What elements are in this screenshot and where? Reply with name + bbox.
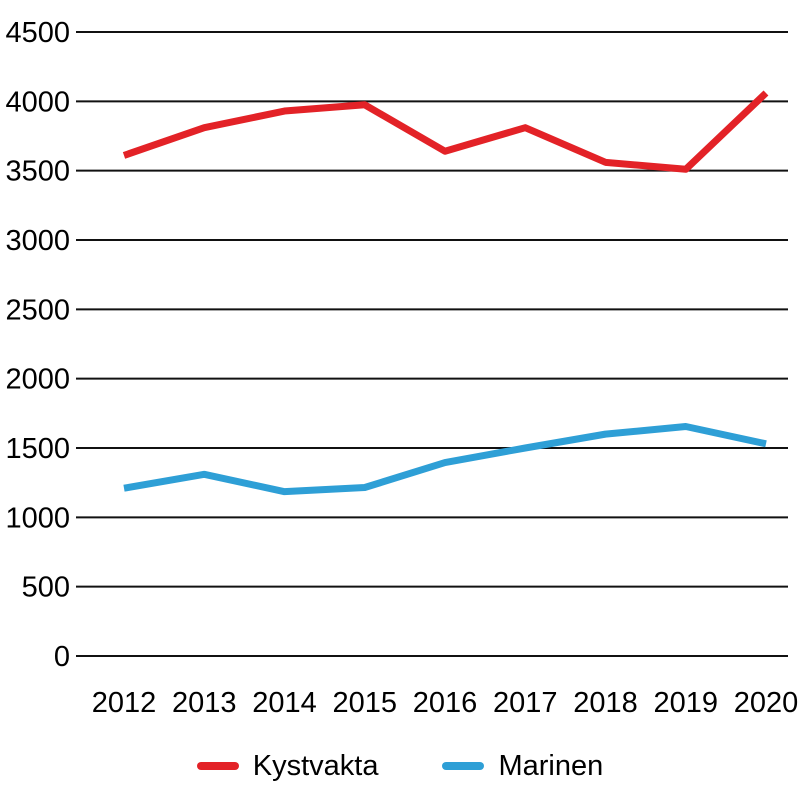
x-axis-tick-label: 2012 — [92, 687, 157, 719]
kystvakta-line-swatch — [196, 762, 239, 770]
y-axis-tick-label: 0 — [54, 641, 70, 673]
x-axis-tick-label: 2020 — [734, 687, 799, 719]
chart-canvas: 0 500 1000 1500 2000 2500 3000 3500 4000 4500 2012… — [5, 17, 799, 719]
series-line-marinen — [123, 423, 767, 496]
y-axis-tick-label: 2000 — [5, 364, 70, 396]
x-axis-tick-label: 2014 — [252, 687, 317, 719]
marinen-line-swatch — [442, 762, 485, 770]
x-axis-tick-label: 2015 — [332, 687, 397, 719]
series-line-kystvakta — [122, 90, 769, 173]
legend-item-marinen: Marinen — [442, 749, 604, 782]
x-axis-tick-label: 2017 — [493, 687, 558, 719]
x-axis-tick-label: 2013 — [172, 687, 237, 719]
x-axis-tick-label: 2018 — [573, 687, 638, 719]
y-axis-tick-label: 1500 — [5, 433, 70, 465]
x-axis-tick-label: 2019 — [653, 687, 718, 719]
y-axis-tick-label: 3500 — [5, 156, 70, 188]
legend-label-marinen: Marinen — [498, 749, 604, 782]
chart-legend: Kystvakta Marinen — [0, 738, 800, 794]
y-axis-tick-label: 1000 — [5, 502, 70, 534]
y-axis-tick-label: 4000 — [5, 86, 70, 118]
legend-item-kystvakta: Kystvakta — [196, 749, 379, 782]
y-axis-tick-label: 500 — [22, 572, 70, 604]
legend-label-kystvakta: Kystvakta — [252, 749, 379, 782]
y-axis-tick-label: 2500 — [5, 294, 70, 326]
y-axis-tick-label: 4500 — [5, 17, 70, 49]
x-axis-tick-label: 2016 — [413, 687, 478, 719]
y-axis-tick-label: 3000 — [5, 225, 70, 257]
